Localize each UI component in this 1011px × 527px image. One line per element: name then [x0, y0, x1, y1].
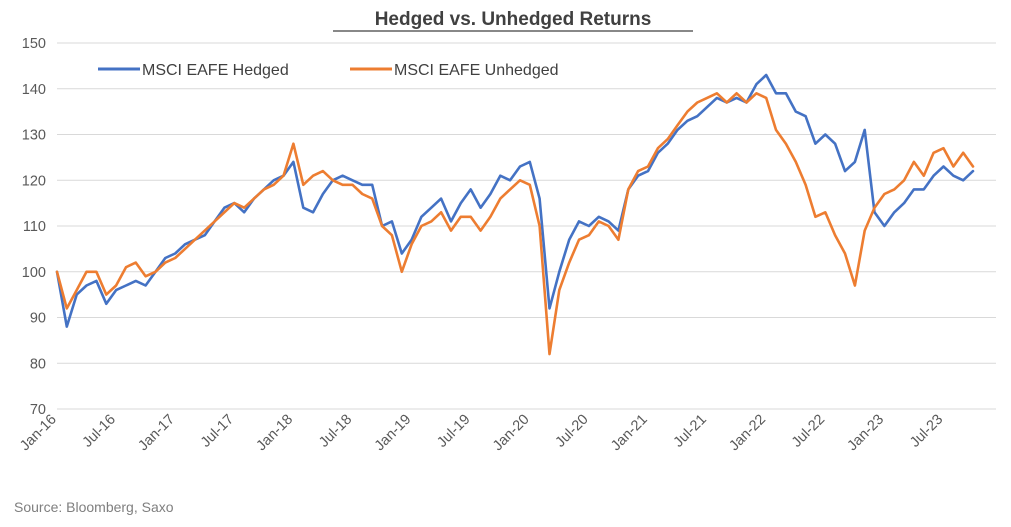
- x-tick-label: Jan-18: [254, 412, 297, 455]
- legend-label: MSCI EAFE Hedged: [142, 62, 289, 79]
- y-tick-label: 150: [22, 36, 46, 52]
- series-lines: [55, 73, 975, 356]
- x-tick-label: Jul-22: [789, 412, 828, 451]
- y-tick-label: 130: [22, 128, 46, 144]
- x-tick-label: Jul-21: [671, 412, 710, 451]
- x-tick-label: Jul-23: [907, 412, 946, 451]
- y-axis-ticks: 70 80 90 100 110 120 130 140 150: [22, 36, 46, 418]
- series-line-unhedged: [55, 92, 975, 356]
- x-tick-label: Jan-20: [490, 412, 533, 455]
- x-tick-label: Jan-23: [845, 412, 888, 455]
- x-tick-label: Jul-20: [552, 412, 591, 451]
- x-tick-label: Jan-22: [726, 412, 769, 455]
- y-tick-label: 100: [22, 265, 46, 281]
- source-note: Source: Bloomberg, Saxo: [14, 499, 174, 515]
- chart-title: Hedged vs. Unhedged Returns: [375, 9, 652, 30]
- x-tick-label: Jul-17: [198, 412, 237, 451]
- x-tick-label: Jul-16: [80, 412, 119, 451]
- y-tick-label: 70: [30, 402, 46, 418]
- gridlines: [57, 42, 996, 410]
- x-tick-label: Jan-17: [135, 412, 178, 455]
- x-tick-label: Jan-21: [608, 412, 651, 455]
- y-tick-label: 90: [30, 311, 46, 327]
- y-tick-label: 140: [22, 82, 46, 98]
- legend: MSCI EAFE Hedged MSCI EAFE Unhedged: [98, 62, 559, 79]
- x-axis-ticks: Jan-16 Jul-16 Jan-17 Jul-17 Jan-18 Jul-18 Jan-…: [17, 412, 946, 455]
- y-tick-label: 120: [22, 173, 46, 189]
- x-tick-label: Jul-19: [434, 412, 473, 451]
- legend-label: MSCI EAFE Unhedged: [394, 62, 559, 79]
- series-line-hedged: [55, 73, 975, 328]
- y-tick-label: 80: [30, 356, 46, 372]
- x-tick-label: Jan-19: [372, 412, 415, 455]
- y-tick-label: 110: [23, 219, 46, 235]
- x-tick-label: Jul-18: [316, 412, 355, 451]
